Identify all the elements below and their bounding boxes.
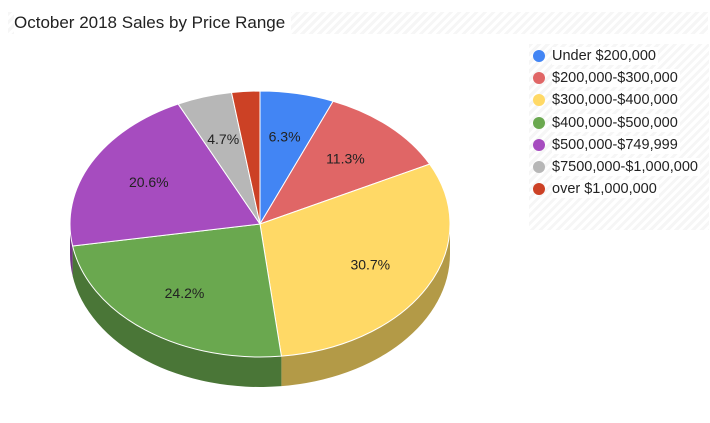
slice-labels: 6.3% 11.3% 30.7% 24.2% 20.6% 4.7% (129, 129, 390, 301)
legend-swatch (533, 183, 545, 196)
legend-label: $7500,000-$1,000,000 (552, 158, 700, 177)
legend-swatch (533, 72, 545, 85)
pie-slice-400-000-500-000[interactable] (72, 223, 282, 358)
legend-swatch (533, 94, 545, 107)
legend: Under $200,000 $200,000-$300,000 $300,000-… (533, 45, 700, 200)
legend-item-300-000-400-000[interactable]: $300,000-$400,000 (533, 89, 700, 111)
pie-slice-over-1-000-000[interactable] (231, 90, 261, 225)
legend-swatch (533, 161, 545, 174)
slice-label-300-000-400-000: 30.7% (350, 256, 390, 272)
legend-item-under-200-000[interactable]: Under $200,000 (533, 45, 700, 67)
legend-label: $200,000-$300,000 (552, 69, 680, 88)
pie-slice-200-000-300-000[interactable] (259, 100, 431, 225)
slice-label-7500-000-1-000-000: 4.7% (207, 131, 239, 147)
legend-item-200-000-300-000[interactable]: $200,000-$300,000 (533, 67, 700, 89)
legend-item-over-1-000-000[interactable]: over $1,000,000 (533, 178, 700, 200)
pie-side-300-000-400-000 (281, 224, 450, 387)
legend-label: $500,000-$749,999 (552, 135, 680, 154)
legend-item-400-000-500-000[interactable]: $400,000-$500,000 (533, 112, 700, 134)
legend-label: $300,000-$400,000 (552, 91, 680, 110)
legend-label: $400,000-$500,000 (552, 113, 680, 132)
legend-label: Under $200,000 (552, 47, 658, 66)
slice-label-under-200-000: 6.3% (269, 129, 301, 145)
legend-swatch (533, 50, 545, 63)
pie-side-400-000-500-000 (72, 245, 282, 387)
legend-swatch (533, 116, 545, 129)
legend-item-7500-000-1-000-000[interactable]: $7500,000-$1,000,000 (533, 156, 700, 178)
slice-label-400-000-500-000: 24.2% (165, 285, 205, 301)
legend-item-500-000-749-999[interactable]: $500,000-$749,999 (533, 134, 700, 156)
chart-title: October 2018 Sales by Price Range (14, 12, 292, 34)
slice-label-500-000-749-999: 20.6% (129, 174, 169, 190)
pie-slices (69, 90, 451, 358)
slice-label-200-000-300-000: 11.3% (326, 150, 365, 166)
legend-label: over $1,000,000 (552, 180, 659, 199)
pie-slice-500-000-749-999[interactable] (69, 103, 261, 247)
pie-sides (70, 224, 450, 387)
pie-slice-300-000-400-000[interactable] (259, 163, 451, 357)
legend-swatch (533, 138, 545, 151)
